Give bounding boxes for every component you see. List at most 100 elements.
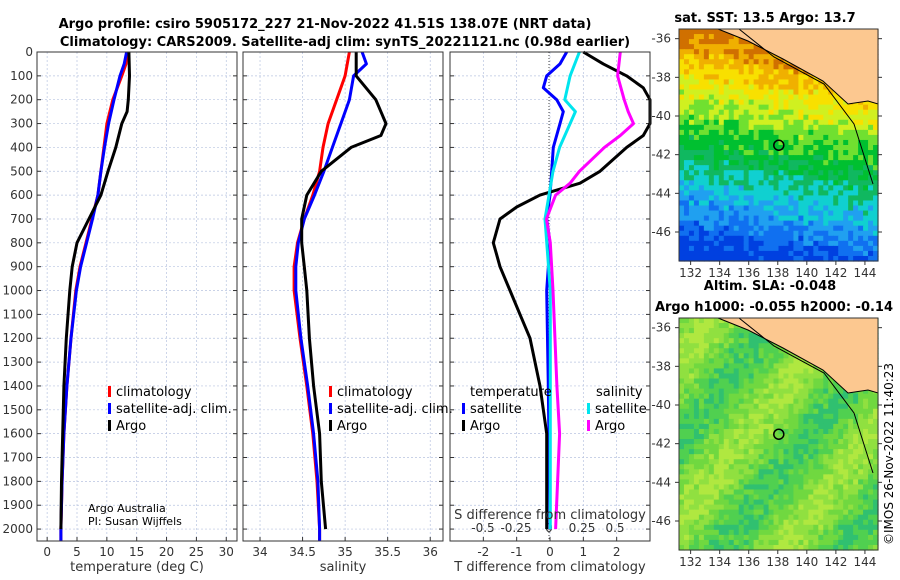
map-cell [679, 145, 685, 151]
map-cell [768, 195, 775, 202]
map-cell [758, 84, 765, 91]
map-cell [679, 444, 685, 450]
map-cell [763, 388, 770, 395]
map-cell [708, 170, 715, 176]
map-cell [698, 200, 705, 207]
map-cell [718, 79, 725, 86]
map-cell [758, 59, 765, 65]
map-cell [708, 388, 715, 395]
map-cell [863, 423, 869, 430]
lon-tick-label: 144 [853, 555, 876, 569]
map-cell [803, 145, 809, 151]
map-cell [679, 215, 685, 222]
map-cell [708, 119, 715, 126]
map-cell [813, 175, 819, 181]
map-cell [723, 519, 730, 526]
map-cell [753, 89, 760, 96]
map-cell [733, 190, 740, 197]
map-cell [783, 489, 790, 496]
map-cell [713, 64, 720, 70]
map-cell [858, 524, 864, 531]
map-cell [703, 34, 710, 40]
map-cell [808, 524, 814, 531]
map-cell [679, 64, 685, 70]
map-cell [788, 124, 795, 131]
map-cell [708, 245, 715, 252]
map-cell [693, 454, 700, 460]
map-cell [873, 245, 879, 252]
map-cell [723, 539, 730, 546]
map-cell [708, 348, 715, 354]
map-cell [713, 230, 720, 237]
map-cell [793, 129, 799, 136]
map-cell [873, 210, 879, 217]
map-cell [778, 84, 785, 91]
map-cell [803, 524, 809, 531]
map-cell [838, 170, 844, 176]
map-cell [873, 170, 879, 176]
map-cell [793, 529, 799, 536]
map-cell [703, 524, 710, 531]
x-tick-label: 36 [423, 545, 438, 559]
map-cell [679, 398, 685, 405]
map-cell [679, 454, 685, 460]
map-cell [688, 145, 695, 151]
map-cell [833, 170, 839, 176]
map-cell [733, 49, 740, 55]
map-cell [703, 129, 710, 136]
map-cell [798, 235, 804, 242]
map-cell [708, 333, 715, 339]
map-cell [713, 434, 720, 440]
map-cell [863, 534, 869, 541]
map-cell [873, 109, 879, 116]
map-cell [708, 363, 715, 370]
map-cell [748, 59, 755, 65]
map-cell [733, 69, 740, 75]
map-cell [823, 413, 829, 420]
map-cell [768, 469, 775, 475]
map-cell [733, 338, 740, 344]
map-cell [788, 195, 795, 202]
map-cell [679, 180, 685, 186]
map-cell [698, 348, 705, 354]
map-cell [778, 504, 785, 511]
map-cell [753, 59, 760, 65]
map-cell [733, 444, 740, 450]
map-cell [818, 129, 824, 136]
lat-tick-label: -40 [651, 398, 671, 412]
map-cell [723, 44, 730, 50]
map-cell [783, 245, 790, 252]
map-cell [823, 464, 829, 470]
map-cell [733, 54, 740, 60]
map-cell [723, 489, 730, 496]
map-cell [698, 64, 705, 70]
map-cell [679, 428, 685, 435]
map-cell [858, 119, 864, 126]
map-cell [798, 180, 804, 186]
map-cell [728, 44, 735, 50]
map-cell [728, 150, 735, 156]
map-cell [679, 328, 685, 334]
map-cell [698, 504, 705, 511]
map-cell [803, 74, 809, 81]
map-cell [793, 89, 799, 96]
y-tick-label: 1500 [2, 403, 33, 417]
map-cell [798, 255, 804, 262]
map-cell [798, 464, 804, 470]
map-cell [863, 428, 869, 435]
map-cell [768, 250, 775, 257]
map-cell [738, 210, 745, 217]
map-cell [693, 124, 700, 131]
map-cell [808, 494, 814, 501]
map-cell [803, 220, 809, 227]
map-cell [773, 474, 780, 480]
map-cell [679, 534, 685, 541]
map-cell [803, 134, 809, 141]
map-cell [723, 529, 730, 536]
map-cell [743, 439, 750, 445]
map-cell [803, 185, 809, 191]
map-cell [783, 428, 790, 435]
map-cell [683, 74, 690, 81]
map-cell [833, 444, 839, 450]
map-cell [863, 444, 869, 450]
